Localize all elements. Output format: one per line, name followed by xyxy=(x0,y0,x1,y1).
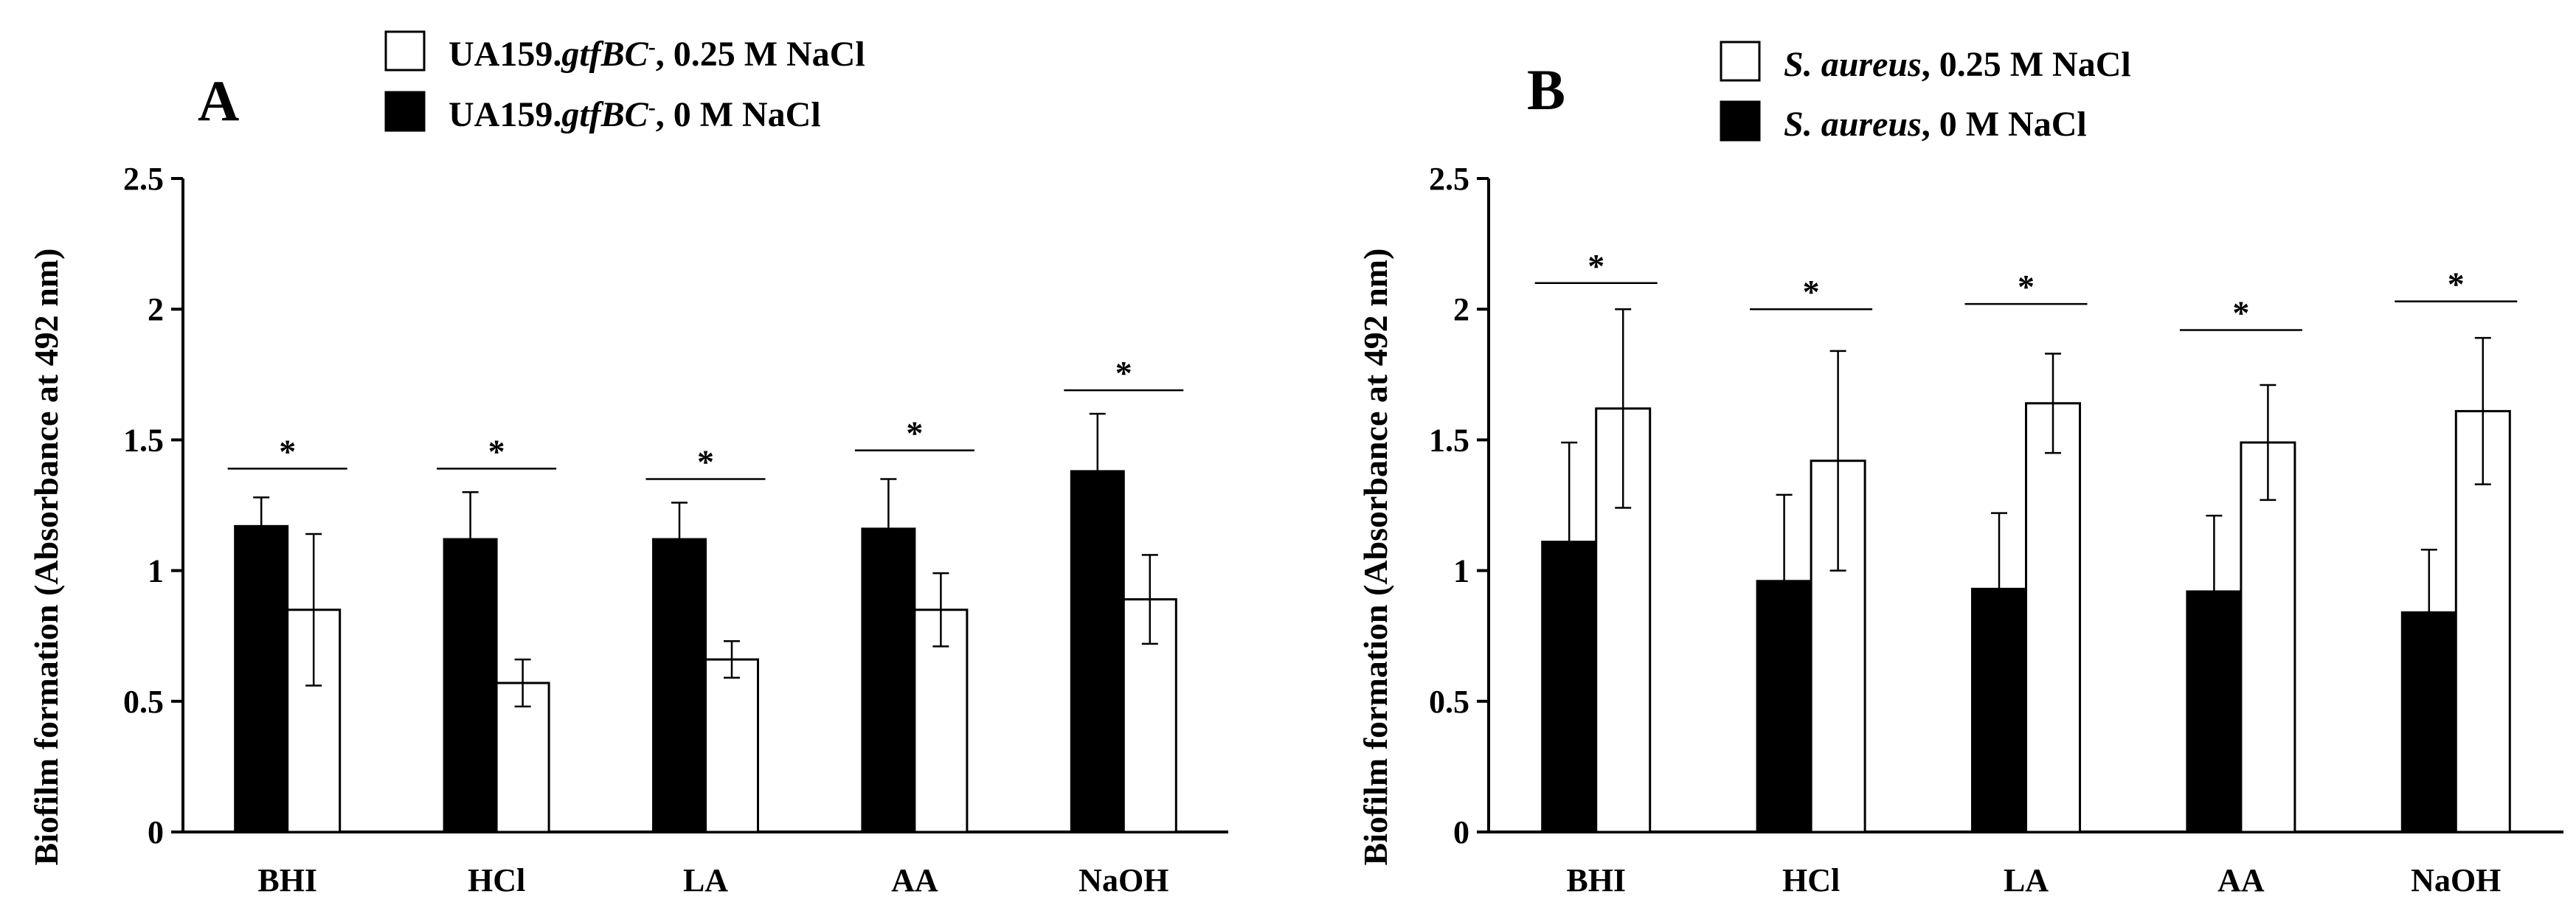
significance-star: * xyxy=(1115,354,1132,392)
y-tick-label: 0 xyxy=(1453,814,1469,850)
y-tick-label: 1 xyxy=(148,553,164,589)
significance-star: * xyxy=(1588,247,1604,285)
x-category-label: NaOH xyxy=(2411,862,2501,898)
legend-swatch xyxy=(384,30,426,72)
x-category-label: AA xyxy=(2217,862,2265,898)
significance-star: * xyxy=(2448,266,2465,303)
legend-swatch xyxy=(1720,41,1761,82)
legend-swatch xyxy=(1720,100,1761,142)
legend-label: UA159.gtfBC-, 0.25 M NaCl xyxy=(449,35,865,74)
y-tick-label: 2 xyxy=(148,291,164,327)
y-tick-label: 1 xyxy=(1453,553,1469,589)
x-category-label: LA xyxy=(2004,862,2049,898)
x-category-label: HCl xyxy=(1782,862,1840,898)
y-axis-label: Biofilm formation (Absorbance at 492 nm) xyxy=(1357,249,1394,866)
bar-black xyxy=(1070,470,1125,833)
bar-white xyxy=(704,658,759,833)
y-tick-label: 0 xyxy=(148,814,164,850)
panel-letter: A xyxy=(198,69,239,133)
y-tick-label: 2.5 xyxy=(123,161,164,197)
significance-star: * xyxy=(1803,273,1820,311)
bar-black xyxy=(234,524,289,833)
x-category-label: AA xyxy=(891,862,938,898)
y-tick-label: 0.5 xyxy=(123,684,164,720)
significance-star: * xyxy=(279,432,296,470)
legend-label: UA159.gtfBC-, 0 M NaCl xyxy=(449,95,821,135)
y-tick-label: 2 xyxy=(1453,291,1469,327)
x-category-label: BHI xyxy=(1566,862,1626,898)
panel-a-chart: 0 0.5 1 1.5 2 2.5 Biofilm formation (Absorbanc… xyxy=(27,30,1228,898)
y-tick-label: 1.5 xyxy=(123,422,164,458)
x-category-label: NaOH xyxy=(1078,862,1168,898)
legend-label: S. aureus, 0 M NaCl xyxy=(1784,105,2087,144)
significance-star: * xyxy=(906,415,923,452)
legend-swatch xyxy=(384,91,426,132)
x-category-label: HCl xyxy=(468,862,525,898)
bar-white xyxy=(2025,402,2081,833)
bar-white xyxy=(1810,460,1866,833)
legend-label: S. aureus, 0.25 M NaCl xyxy=(1784,45,2131,84)
significance-star: * xyxy=(2232,294,2249,332)
y-tick-label: 2.5 xyxy=(1429,161,1469,197)
significance-star: * xyxy=(2018,268,2035,305)
x-category-label: LA xyxy=(683,862,728,898)
significance-star: * xyxy=(488,432,505,470)
x-category-label: BHI xyxy=(257,862,317,898)
significance-star: * xyxy=(697,443,714,481)
bar-white xyxy=(2240,441,2296,833)
bar-black xyxy=(652,538,707,833)
panel-b-chart: 0 0.5 1 1.5 2 2.5 Biofilm formation (Absorbanc… xyxy=(1357,41,2563,898)
y-tick-label: 1.5 xyxy=(1429,422,1469,458)
y-tick-label: 0.5 xyxy=(1429,684,1469,720)
panel-letter: B xyxy=(1527,58,1565,122)
y-axis-label: Biofilm formation (Absorbance at 492 nm) xyxy=(27,249,65,866)
